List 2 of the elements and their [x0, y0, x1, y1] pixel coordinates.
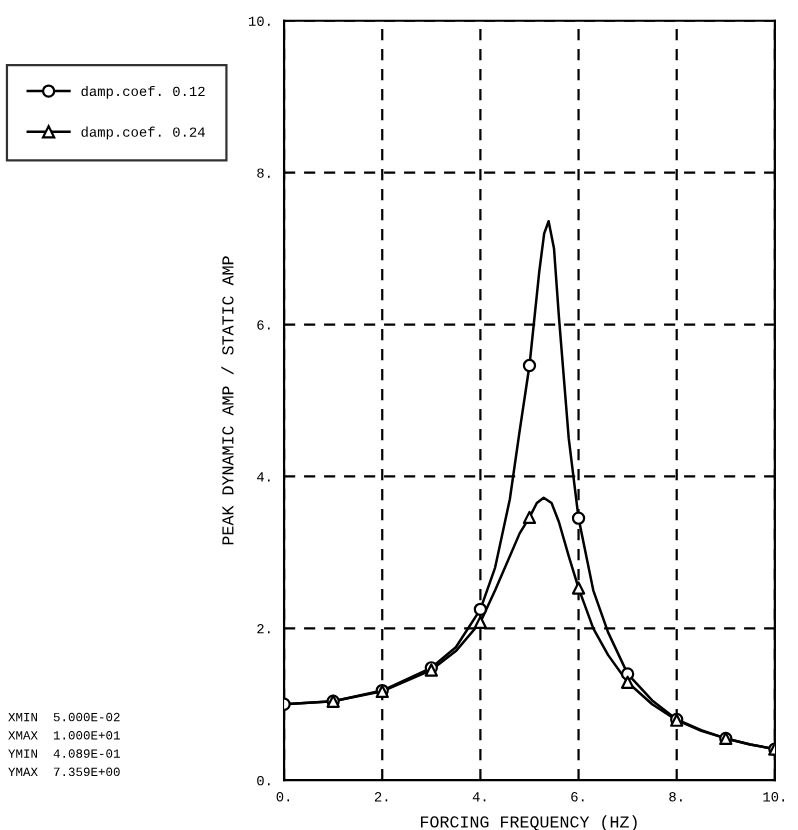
x-axis-title: FORCING FREQUENCY (HZ)	[421, 815, 637, 830]
y-axis-title: PEAK DYNAMIC AMP / STATIC AMP	[221, 256, 234, 545]
